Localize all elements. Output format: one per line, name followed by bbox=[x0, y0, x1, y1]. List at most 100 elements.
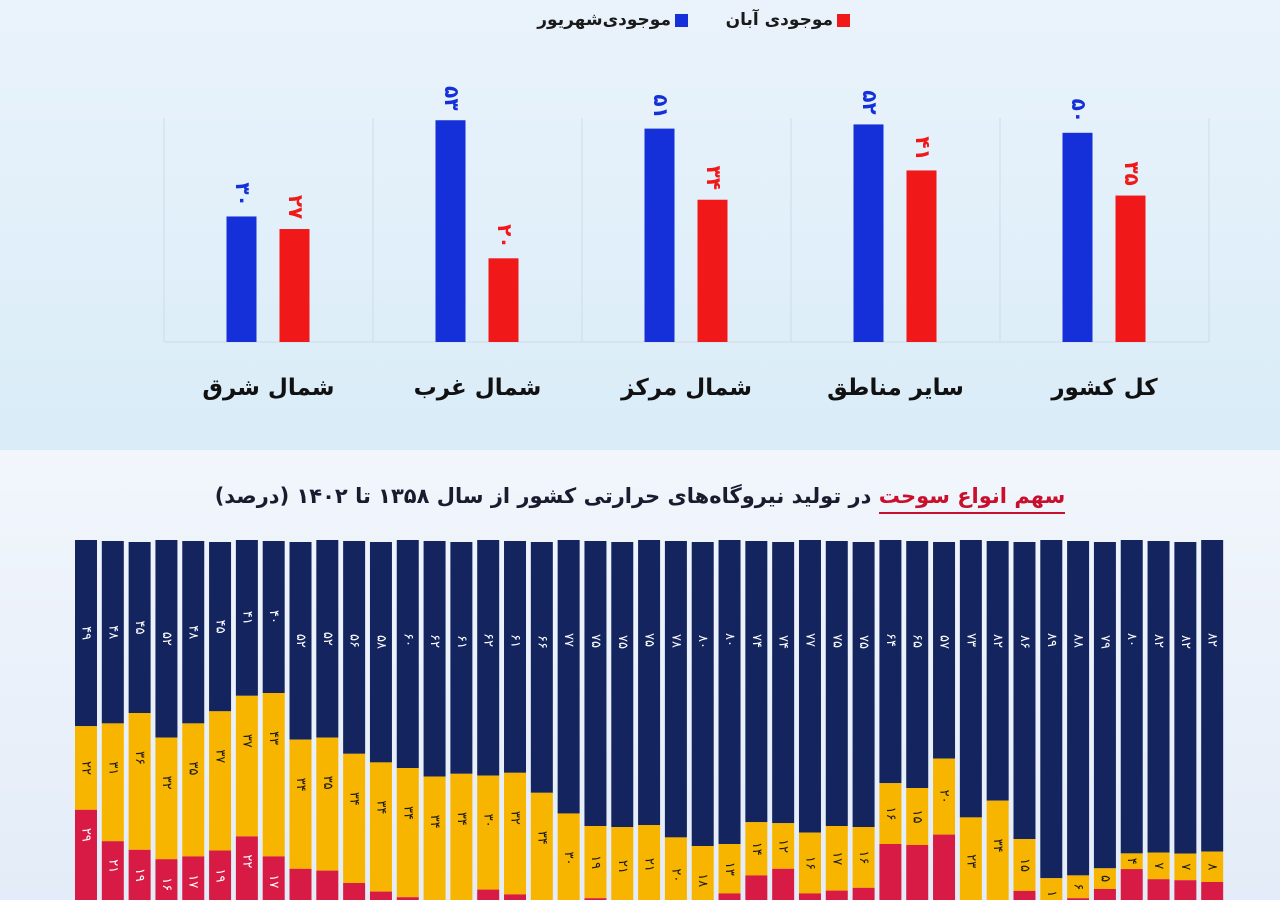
segment-value-label: ۷ bbox=[1178, 863, 1193, 870]
segment-value-label: ۱۴ bbox=[749, 842, 764, 856]
segment-yellow bbox=[343, 753, 366, 883]
segment-navy bbox=[664, 541, 687, 838]
segment-value-label: ۲۱ bbox=[615, 860, 630, 874]
segment-navy bbox=[1147, 541, 1170, 853]
segment-yellow bbox=[1093, 868, 1116, 889]
segment-navy bbox=[1201, 540, 1224, 852]
segment-value-label: ۶۲ bbox=[481, 633, 496, 647]
segment-red bbox=[262, 856, 285, 900]
segment-red bbox=[316, 870, 339, 900]
segment-value-label: ۷۹ bbox=[1097, 635, 1112, 649]
segment-value-label: ۲۲ bbox=[78, 761, 93, 775]
segment-yellow bbox=[933, 758, 956, 835]
segment-value-label: ۷۳ bbox=[963, 633, 978, 647]
segment-yellow bbox=[611, 827, 634, 900]
legend-label-aban: موجودی آبان bbox=[725, 10, 833, 30]
segment-navy bbox=[611, 542, 634, 827]
segment-value-label: ۸۲ bbox=[990, 634, 1005, 648]
segment-red bbox=[101, 841, 124, 900]
segment-yellow bbox=[101, 723, 124, 842]
segment-yellow bbox=[691, 846, 714, 900]
segment-yellow bbox=[289, 739, 312, 869]
legend-swatch-red bbox=[837, 13, 850, 27]
segment-value-label: ۱۹ bbox=[132, 868, 147, 882]
segment-red bbox=[128, 849, 151, 900]
segment-value-label: ۷۵ bbox=[615, 635, 630, 649]
segment-navy bbox=[825, 541, 848, 826]
segment-navy bbox=[638, 540, 661, 825]
segment-yellow bbox=[1067, 875, 1090, 899]
legend-label-shahrivar: موجودی‌شهریور bbox=[537, 10, 671, 30]
segment-yellow bbox=[718, 844, 741, 894]
bar-value-label: ۵۳ bbox=[440, 86, 464, 110]
segment-yellow bbox=[423, 776, 446, 900]
bar-aban bbox=[279, 229, 310, 342]
segment-navy bbox=[155, 540, 178, 738]
segment-navy bbox=[1093, 542, 1116, 869]
title-highlight: سهم انواع سوحت bbox=[878, 484, 1066, 514]
segment-red bbox=[1013, 890, 1036, 900]
segment-navy bbox=[1120, 540, 1143, 854]
segment-value-label: ۷۵ bbox=[588, 634, 603, 648]
bar-value-label: ۳۴ bbox=[702, 166, 726, 190]
bar-shahrivar bbox=[226, 216, 257, 342]
segment-yellow bbox=[1201, 851, 1224, 882]
bar-shahrivar bbox=[435, 120, 466, 343]
segment-yellow bbox=[852, 827, 875, 888]
segment-value-label: ۴۸ bbox=[105, 625, 120, 639]
segment-red bbox=[1201, 882, 1224, 900]
segment-navy bbox=[75, 540, 97, 727]
segment-red bbox=[477, 889, 500, 900]
segment-navy bbox=[530, 542, 553, 793]
segment-yellow bbox=[825, 826, 848, 891]
segment-navy bbox=[101, 541, 124, 724]
segment-value-label: ۳۴ bbox=[454, 812, 469, 826]
segment-navy bbox=[209, 542, 232, 712]
segment-value-label: ۳۴ bbox=[400, 806, 415, 820]
segment-value-label: ۸۰ bbox=[1124, 633, 1139, 647]
segment-red bbox=[209, 850, 232, 900]
segment-navy bbox=[852, 542, 875, 827]
segment-yellow bbox=[504, 772, 527, 895]
segment-navy bbox=[986, 541, 1009, 801]
segment-value-label: ۳۱ bbox=[105, 761, 120, 775]
segment-value-label: ۸۲ bbox=[1151, 634, 1166, 648]
segment-value-label: ۷۸ bbox=[668, 634, 683, 648]
segment-red bbox=[879, 844, 902, 900]
segment-value-label: ۶۶ bbox=[534, 635, 549, 649]
segment-yellow bbox=[369, 762, 392, 892]
segment-yellow bbox=[128, 713, 151, 850]
segment-red bbox=[504, 894, 527, 900]
segment-value-label: ۶ bbox=[1071, 883, 1086, 890]
segment-value-label: ۱۷ bbox=[829, 851, 844, 865]
bar-value-label: ۳۰ bbox=[231, 182, 255, 206]
segment-value-label: ۵ bbox=[1097, 875, 1112, 882]
segment-value-label: ۸۲ bbox=[1205, 633, 1220, 647]
reserves-bar-chart: ۵۰ ۳۵ کل کشور ۵۲ ۴۱ سایر مناطق ۵۱ ۳۴ شمال مرکز ۵۳… bbox=[163, 86, 1210, 401]
segment-value-label: ۱۷ bbox=[186, 874, 201, 888]
segment-value-label: ۳۰ bbox=[481, 814, 496, 828]
chart-legend: موجودی آبان موجودی‌شهریور bbox=[0, 6, 1280, 36]
bar-value-label: ۳۵ bbox=[1120, 161, 1144, 185]
segment-red bbox=[825, 890, 848, 900]
segment-value-label: ۱۶ bbox=[802, 856, 817, 870]
segment-red bbox=[1120, 869, 1143, 900]
segment-value-label: ۳۵ bbox=[186, 761, 201, 775]
segment-value-label: ۸۰ bbox=[722, 633, 737, 647]
segment-value-label: ۵۶ bbox=[347, 634, 362, 648]
bar-value-label: ۴۱ bbox=[911, 136, 935, 160]
category-label: شمال غرب bbox=[414, 375, 542, 401]
segment-value-label: ۳۴ bbox=[427, 815, 442, 829]
segment-navy bbox=[396, 540, 419, 768]
bar-value-label: ۵۰ bbox=[1067, 99, 1091, 123]
bar-value-label: ۵۱ bbox=[649, 94, 673, 118]
segment-navy bbox=[262, 541, 285, 693]
segment-navy bbox=[1013, 542, 1036, 840]
segment-yellow bbox=[745, 822, 768, 876]
segment-yellow bbox=[638, 825, 661, 900]
segment-value-label: ۳۴ bbox=[347, 792, 362, 806]
segment-value-label: ۸۰ bbox=[695, 635, 710, 649]
segment-yellow bbox=[906, 788, 929, 845]
segment-value-label: ۵۲ bbox=[159, 632, 174, 646]
segment-red bbox=[906, 845, 929, 900]
